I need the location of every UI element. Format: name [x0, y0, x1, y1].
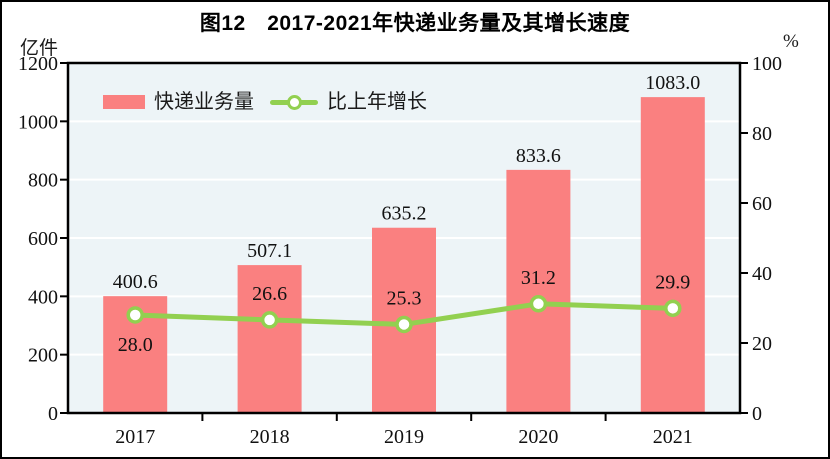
left-axis-tick-label-600: 600 [28, 228, 58, 250]
growth-value-label-2019: 25.3 [387, 287, 422, 309]
line-marker-2019 [395, 315, 413, 334]
right-axis-tick-label-60: 60 [752, 193, 772, 215]
legend-item-growth: 比上年增长 [270, 92, 427, 112]
x-axis-label-2017: 2017 [115, 426, 155, 448]
bar-value-label-2017: 400.6 [113, 271, 158, 293]
right-axis-tick-label-40: 40 [752, 263, 772, 285]
x-axis-label-2019: 2019 [384, 426, 424, 448]
left-axis-tick-label-400: 400 [28, 286, 58, 308]
chart-legend: 快递业务量 比上年增长 [103, 92, 427, 112]
left-axis-unit-label: 亿件 [20, 38, 59, 59]
bar-2020 [506, 169, 571, 413]
growth-value-label-2021: 29.9 [655, 271, 690, 293]
bar-series-swatch-icon [103, 95, 145, 109]
x-axis-label-2018: 2018 [250, 426, 290, 448]
legend-label-growth: 比上年增长 [327, 91, 427, 113]
bar-2018 [237, 265, 302, 413]
line-series-swatch-icon [270, 94, 318, 110]
left-axis-tick-label-1000: 1000 [18, 111, 58, 133]
right-axis-unit-label: % [783, 31, 799, 52]
bar-value-label-2019: 635.2 [382, 203, 427, 225]
x-axis-label-2021: 2021 [653, 426, 693, 448]
right-axis-tick-label-100: 100 [752, 53, 782, 75]
left-axis-tick-label-0: 0 [48, 403, 58, 425]
growth-value-label-2020: 31.2 [521, 267, 556, 289]
legend-item-volume: 快递业务量 [103, 92, 254, 112]
line-marker-2017 [126, 306, 144, 324]
x-axis-label-2020: 2020 [518, 426, 558, 448]
left-axis-tick-label-1200: 1200 [18, 53, 58, 75]
bar-value-label-2018: 507.1 [247, 240, 292, 262]
growth-value-label-2018: 26.6 [252, 283, 287, 305]
bar-value-label-2021: 1083.0 [645, 72, 700, 94]
bar-2021 [640, 97, 705, 413]
left-axis-tick-label-800: 800 [28, 170, 58, 192]
left-axis-tick-label-200: 200 [28, 345, 58, 367]
bar-value-label-2020: 833.6 [516, 145, 561, 167]
growth-value-label-2017: 28.0 [118, 334, 153, 356]
line-marker-2020 [529, 295, 548, 313]
line-swatch-dot [287, 94, 302, 110]
right-axis-tick-label-0: 0 [752, 403, 762, 425]
chart-title: 图12 2017-2021年快递业务量及其增长速度 [199, 12, 631, 35]
right-axis-tick-label-20: 20 [752, 333, 772, 355]
right-axis-tick-label-80: 80 [752, 123, 772, 145]
legend-label-volume: 快递业务量 [154, 91, 254, 113]
line-marker-2018 [260, 311, 279, 329]
line-marker-2021 [664, 299, 682, 318]
